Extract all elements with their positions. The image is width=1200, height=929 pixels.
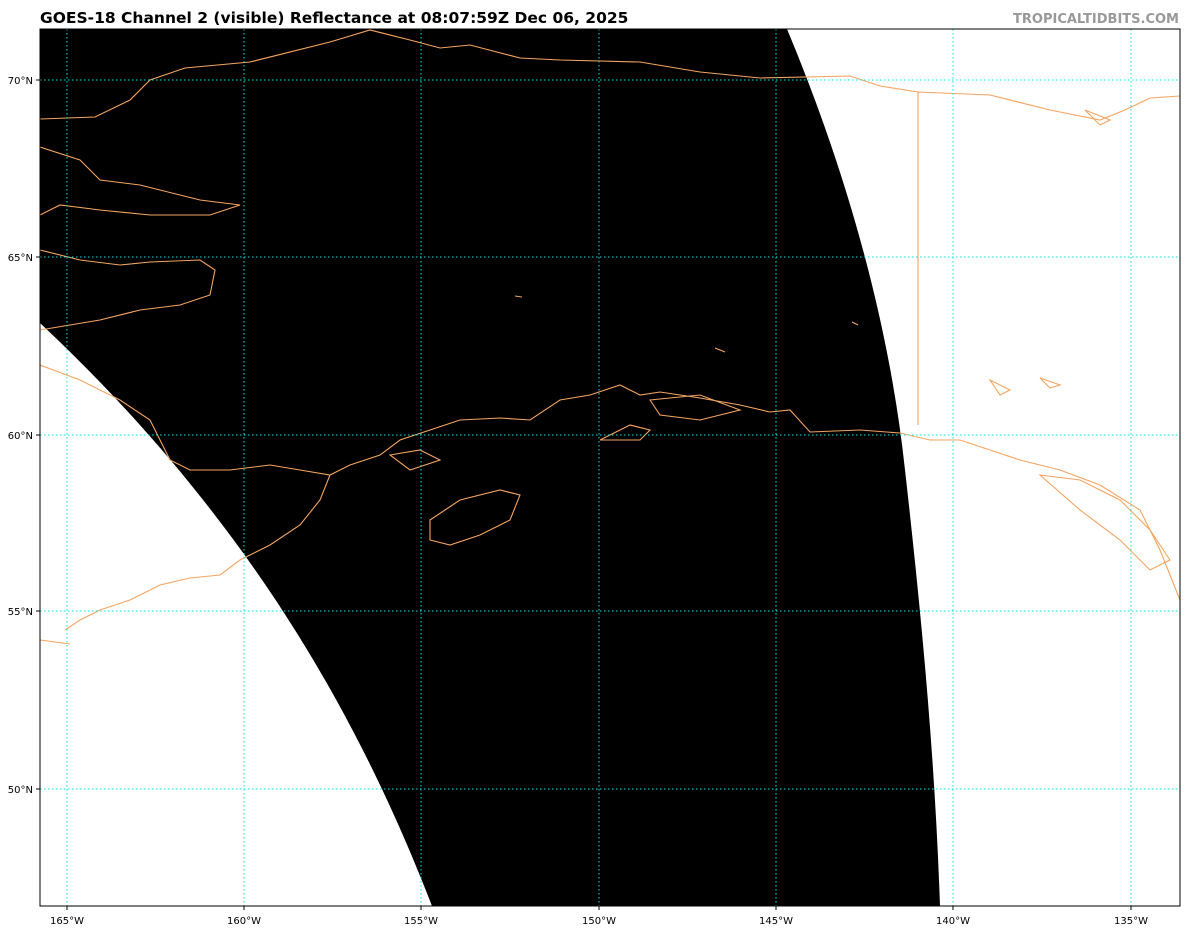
lon-label: 135°W — [1114, 916, 1148, 927]
lat-label: 50°N — [8, 785, 33, 796]
satellite-image-region — [40, 29, 940, 906]
lon-label: 140°W — [936, 916, 970, 927]
lat-label: 55°N — [8, 607, 33, 618]
lat-label: 60°N — [8, 431, 33, 442]
coastlines — [40, 29, 1180, 645]
lon-tick-marks — [36, 79, 1132, 910]
lon-label: 155°W — [404, 916, 438, 927]
lon-label: 150°W — [582, 916, 616, 927]
map-title: GOES-18 Channel 2 (visible) Reflectance … — [40, 9, 629, 27]
brand-watermark: TROPICALTIDBITS.COM — [1013, 12, 1179, 27]
lon-label: 145°W — [759, 916, 793, 927]
lat-label: 70°N — [8, 76, 33, 87]
lon-label: 165°W — [50, 916, 84, 927]
map-frame — [39, 28, 1181, 907]
lon-label: 160°W — [227, 916, 261, 927]
lat-label: 65°N — [8, 253, 33, 264]
